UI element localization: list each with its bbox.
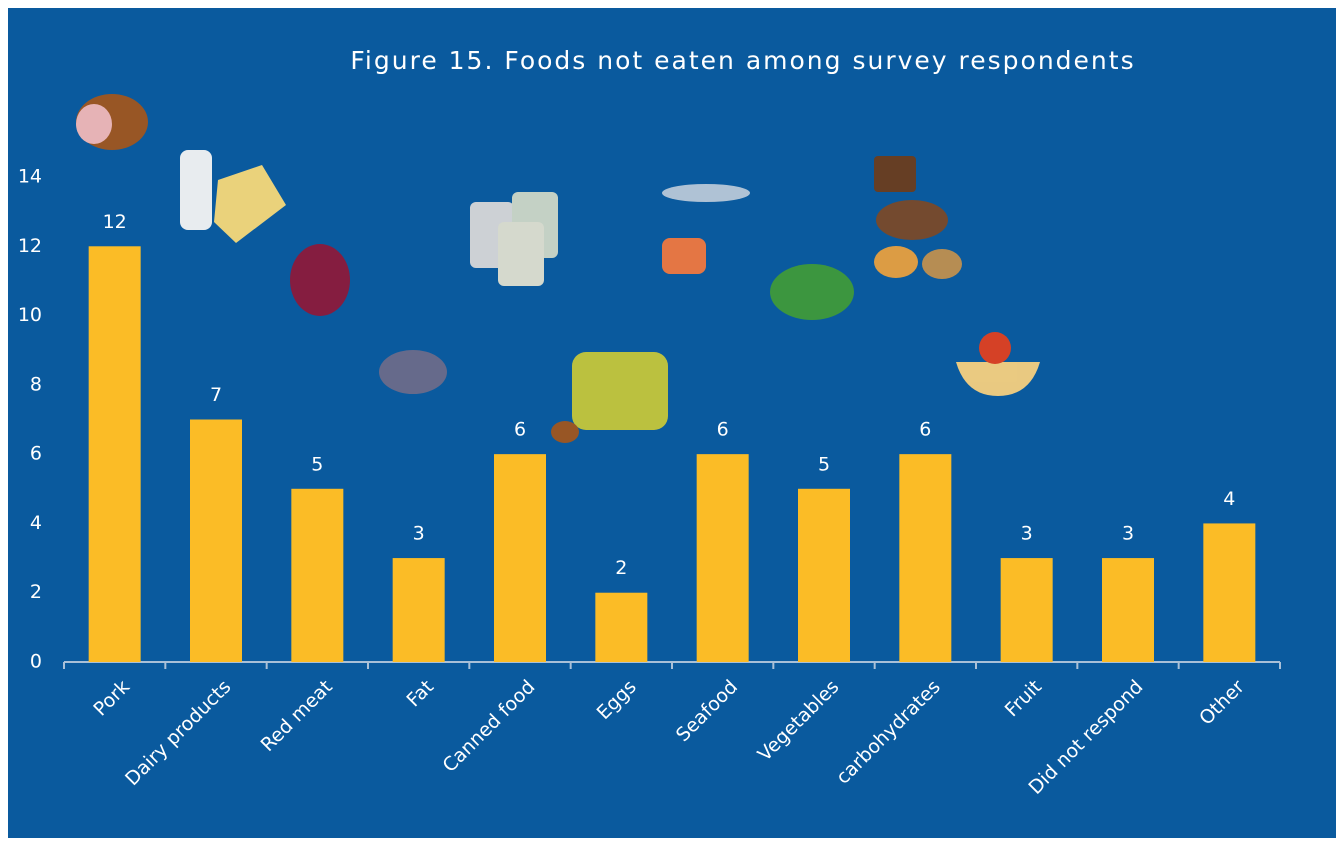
chart-title: Figure 15. Foods not eaten among survey …: [350, 46, 1135, 75]
data-label: 3: [1122, 523, 1134, 545]
fruit-icon: [979, 332, 1011, 364]
bar: [88, 246, 141, 663]
egg-icon: [551, 421, 579, 443]
pork-icon: [76, 104, 112, 144]
data-label: 12: [103, 211, 127, 233]
bar: [1000, 558, 1053, 662]
y-tick-label: 10: [18, 304, 42, 326]
data-label: 6: [514, 419, 526, 441]
y-tick-label: 2: [30, 581, 42, 603]
data-label: 5: [818, 453, 830, 475]
data-label: 2: [615, 557, 627, 579]
meat-icon: [290, 244, 350, 316]
data-label: 6: [919, 419, 931, 441]
data-label: 3: [1021, 523, 1033, 545]
salad-icon: [770, 264, 854, 320]
bar: [392, 558, 445, 662]
fish-icon: [662, 184, 750, 202]
cheese-icon: [214, 165, 286, 243]
bar: [291, 488, 344, 662]
can-icon: [498, 222, 544, 286]
milk-icon: [180, 150, 212, 230]
fat-icon: [379, 350, 447, 394]
bar: [1203, 523, 1256, 662]
bar: [899, 454, 952, 662]
bar: [494, 454, 546, 662]
y-tick-label: 8: [30, 373, 42, 395]
data-label: 5: [311, 453, 323, 475]
potato-icon: [922, 249, 962, 279]
bread-icon: [874, 156, 916, 192]
y-tick-label: 4: [30, 512, 42, 534]
bar: [696, 454, 749, 662]
bread-icon: [876, 200, 948, 240]
data-label: 6: [717, 419, 729, 441]
bar: [190, 419, 242, 662]
bar: [1102, 558, 1154, 662]
data-label: 7: [210, 384, 222, 406]
data-label: 4: [1223, 488, 1235, 510]
y-tick-label: 0: [30, 651, 42, 673]
y-tick-label: 12: [18, 235, 42, 257]
salmon-icon: [662, 238, 706, 274]
y-tick-label: 14: [18, 166, 42, 188]
eggs-icon: [572, 352, 668, 430]
y-tick-label: 6: [30, 443, 42, 465]
food-illustrations: [76, 94, 1040, 443]
bar: [798, 488, 850, 662]
potato-icon: [874, 246, 918, 278]
bar: [595, 592, 648, 662]
data-label: 3: [413, 523, 425, 545]
fruit-bowl-icon: [956, 362, 1040, 396]
